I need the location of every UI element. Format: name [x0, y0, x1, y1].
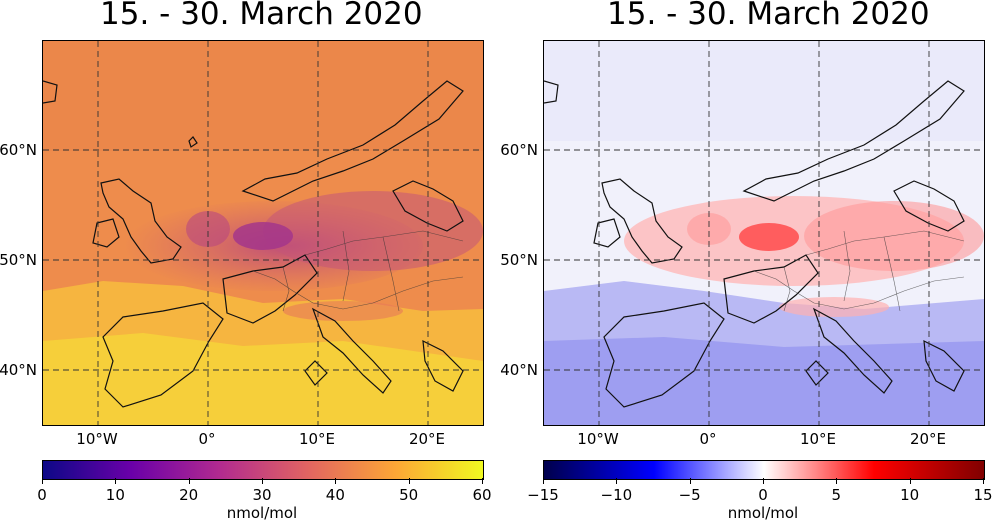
colorbar-tick-label: 5	[831, 486, 842, 504]
left-panel-title: 15. - 30. March 2020	[100, 0, 423, 32]
right-colorbar-unit: nmol/mol	[727, 504, 799, 522]
left-borders	[252, 230, 464, 312]
right-lat-label-40n: 40°N	[500, 361, 538, 379]
right-lon-label-10w: 10°W	[577, 430, 619, 448]
colorbar-tick-label: 60	[472, 486, 492, 504]
right-colorbar	[543, 460, 985, 480]
right-benelux-maximum	[739, 223, 799, 251]
right-difference-map	[543, 40, 985, 426]
right-borders	[753, 230, 965, 312]
colorbar-tick-label: −10	[600, 486, 633, 504]
left-map-svg	[43, 41, 483, 425]
colorbar-tick-label: 10	[900, 486, 920, 504]
left-lat-label-60n: 60°N	[0, 141, 37, 159]
left-colorbar-unit: nmol/mol	[226, 504, 298, 522]
colorbar-tick-label: 20	[179, 486, 199, 504]
right-lon-label-0: 0°	[699, 430, 717, 448]
colorbar-tick	[616, 478, 618, 484]
colorbar-tick	[482, 478, 483, 484]
right-lon-label-20e: 20°E	[909, 430, 947, 448]
right-lon-label-10e: 10°E	[799, 430, 837, 448]
right-panel-title: 15. - 30. March 2020	[607, 0, 930, 32]
colorbar-tick	[188, 478, 190, 484]
right-lat-label-50n: 50°N	[500, 251, 538, 269]
colorbar-tick-label: 15	[973, 486, 993, 504]
colorbar-tick-label: −15	[527, 486, 559, 504]
colorbar-tick	[836, 478, 838, 484]
colorbar-tick	[262, 478, 263, 484]
left-lon-label-10e: 10°E	[298, 430, 336, 448]
left-lon-label-10w: 10°W	[76, 430, 118, 448]
left-ozone-map	[42, 40, 484, 426]
colorbar-tick-label: 0	[37, 486, 47, 504]
colorbar-tick-label: 50	[399, 486, 419, 504]
colorbar-tick	[689, 478, 691, 484]
colorbar-tick	[543, 478, 544, 484]
colorbar-tick-label: −5	[678, 486, 701, 504]
colorbar-tick	[335, 478, 337, 484]
right-map-svg	[544, 41, 984, 425]
colorbar-tick-label: 30	[252, 486, 272, 504]
left-lat-label-40n: 40°N	[0, 361, 37, 379]
colorbar-tick	[763, 478, 764, 484]
right-graticule	[544, 41, 984, 425]
colorbar-tick	[408, 478, 410, 484]
right-lat-label-60n: 60°N	[500, 141, 538, 159]
left-lon-label-0: 0°	[198, 430, 216, 448]
colorbar-tick-label: 10	[105, 486, 125, 504]
colorbar-tick	[42, 478, 43, 484]
left-benelux-minimum	[233, 222, 293, 250]
right-coastlines	[544, 80, 965, 408]
left-lat-label-50n: 50°N	[0, 251, 37, 269]
colorbar-tick-label: 40	[325, 486, 345, 504]
colorbar-tick-label: 0	[758, 486, 768, 504]
colorbar-tick	[909, 478, 911, 484]
left-graticule	[43, 41, 483, 425]
left-colorbar	[42, 460, 484, 480]
left-lon-label-20e: 20°E	[408, 430, 446, 448]
colorbar-tick	[115, 478, 117, 484]
colorbar-tick	[983, 478, 984, 484]
left-coastlines	[43, 80, 464, 408]
